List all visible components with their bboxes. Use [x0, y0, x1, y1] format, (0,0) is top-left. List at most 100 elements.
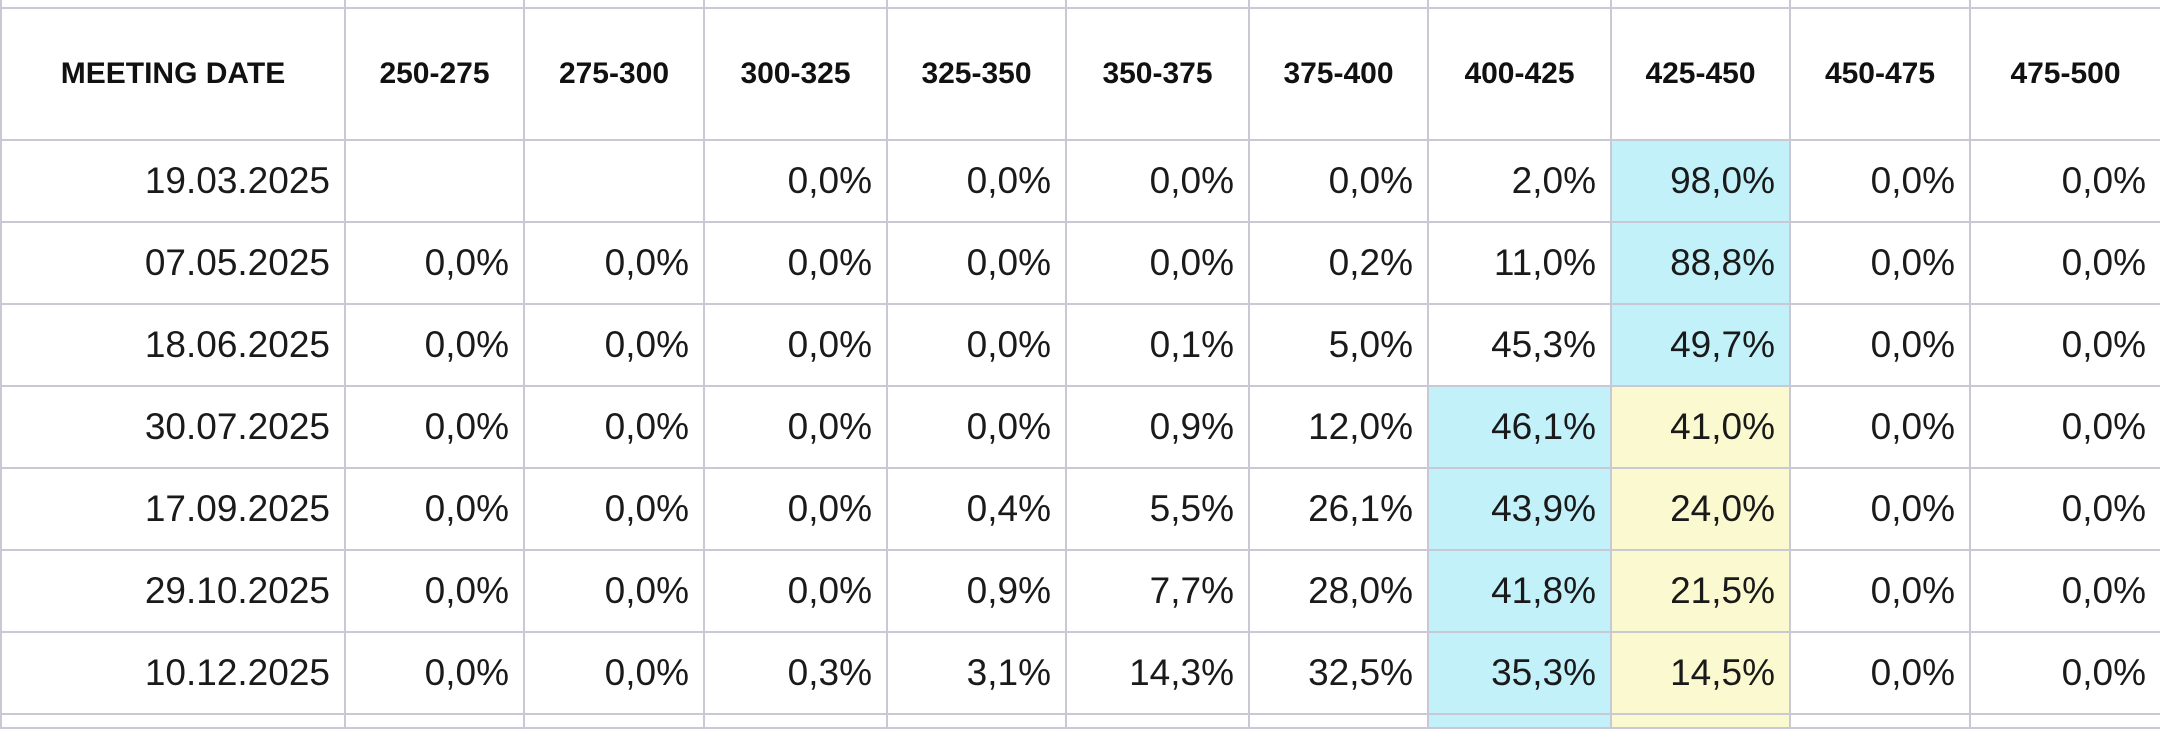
- probability-cell: 0,0%: [1789, 631, 1971, 715]
- probability-cell: 0,0%: [1969, 549, 2160, 633]
- probability-cell: 0,0%: [1969, 221, 2160, 305]
- data-row: 17.09.2025 0,0% 0,0% 0,0% 0,4% 5,5% 26,1% 43,9%…: [0, 467, 2160, 551]
- header-row: MEETING DATE 250-275 275-300 300-325 325-350…: [0, 7, 2160, 141]
- probability-cell: 0,4%: [886, 467, 1067, 551]
- probability-cell: 0,0%: [344, 385, 525, 469]
- probability-cell: 0,0%: [886, 303, 1067, 387]
- probability-cell: 45,3%: [1427, 303, 1612, 387]
- filler-cell: [703, 713, 888, 729]
- filler-cell: [1789, 0, 1971, 9]
- probability-cell: 0,0%: [523, 549, 705, 633]
- meeting-date: 17.09.2025: [0, 467, 346, 551]
- filler-cell: [1065, 0, 1250, 9]
- filler-cell: [1610, 713, 1791, 729]
- probability-cell: 98,0%: [1610, 139, 1791, 223]
- probability-cell: 0,0%: [523, 303, 705, 387]
- probability-cell: 5,5%: [1065, 467, 1250, 551]
- probability-cell: 0,0%: [1248, 139, 1429, 223]
- probability-cell: 21,5%: [1610, 549, 1791, 633]
- probability-cell: 0,0%: [1969, 139, 2160, 223]
- filler-cell: [1610, 0, 1791, 9]
- data-row: 30.07.2025 0,0% 0,0% 0,0% 0,0% 0,9% 12,0% 46,1%…: [0, 385, 2160, 469]
- probability-cell: 0,3%: [703, 631, 888, 715]
- probability-cell: 0,0%: [1789, 139, 1971, 223]
- filler-cell: [1248, 713, 1429, 729]
- probability-cell: 26,1%: [1248, 467, 1429, 551]
- filler-cell: [886, 713, 1067, 729]
- probability-cell: 2,0%: [1427, 139, 1612, 223]
- filler-cell: [1248, 0, 1429, 9]
- column-header: 250-275: [344, 7, 525, 141]
- probability-cell: 28,0%: [1248, 549, 1429, 633]
- probability-cell: 0,0%: [1969, 385, 2160, 469]
- column-header: MEETING DATE: [0, 7, 346, 141]
- probability-cell: 0,0%: [886, 221, 1067, 305]
- probability-cell: 0,0%: [1789, 467, 1971, 551]
- filler-cell: [523, 0, 705, 9]
- column-header: 300-325: [703, 7, 888, 141]
- probability-cell: 0,0%: [523, 221, 705, 305]
- probability-cell: 24,0%: [1610, 467, 1791, 551]
- probability-cell: 5,0%: [1248, 303, 1429, 387]
- column-header: 425-450: [1610, 7, 1791, 141]
- meeting-date: 10.12.2025: [0, 631, 346, 715]
- meeting-date: 30.07.2025: [0, 385, 346, 469]
- filler-cell: [886, 0, 1067, 9]
- probability-cell: 0,0%: [703, 303, 888, 387]
- filler-cell: [1427, 0, 1612, 9]
- probability-cell: 0,0%: [703, 139, 888, 223]
- probability-cell: 11,0%: [1427, 221, 1612, 305]
- probability-cell: 0,0%: [344, 549, 525, 633]
- probability-cell: 0,0%: [344, 221, 525, 305]
- probability-cell: 0,0%: [1789, 385, 1971, 469]
- probability-cell: 0,0%: [523, 467, 705, 551]
- column-header: 375-400: [1248, 7, 1429, 141]
- filler-cell: [1789, 713, 1971, 729]
- probability-cell: 41,8%: [1427, 549, 1612, 633]
- probability-cell: 32,5%: [1248, 631, 1429, 715]
- meeting-date: 29.10.2025: [0, 549, 346, 633]
- probability-cell: 0,9%: [886, 549, 1067, 633]
- filler-cell: [0, 713, 346, 729]
- probability-cell: [344, 139, 525, 223]
- column-header: 475-500: [1969, 7, 2160, 141]
- column-header: 450-475: [1789, 7, 1971, 141]
- probability-cell: 35,3%: [1427, 631, 1612, 715]
- probability-cell: 0,0%: [886, 385, 1067, 469]
- probability-cell: 0,0%: [1789, 221, 1971, 305]
- column-header: 400-425: [1427, 7, 1612, 141]
- filler-cell: [344, 713, 525, 729]
- probability-cell: 41,0%: [1610, 385, 1791, 469]
- probability-cell: 0,0%: [1969, 631, 2160, 715]
- column-header: 325-350: [886, 7, 1067, 141]
- probability-cell: 43,9%: [1427, 467, 1612, 551]
- filler-row: [0, 713, 2160, 729]
- filler-row: [0, 0, 2160, 9]
- meeting-date: 18.06.2025: [0, 303, 346, 387]
- probability-cell: 0,0%: [344, 303, 525, 387]
- probability-cell: 14,3%: [1065, 631, 1250, 715]
- probability-cell: 46,1%: [1427, 385, 1612, 469]
- probability-cell: 14,5%: [1610, 631, 1791, 715]
- probability-cell: 88,8%: [1610, 221, 1791, 305]
- probability-cell: 0,0%: [1065, 139, 1250, 223]
- meeting-date: 07.05.2025: [0, 221, 346, 305]
- probability-cell: 0,2%: [1248, 221, 1429, 305]
- probability-cell: 49,7%: [1610, 303, 1791, 387]
- probability-cell: 0,0%: [344, 631, 525, 715]
- column-header: 275-300: [523, 7, 705, 141]
- probability-cell: 7,7%: [1065, 549, 1250, 633]
- probability-cell: 0,0%: [886, 139, 1067, 223]
- filler-cell: [1065, 713, 1250, 729]
- probability-cell: 0,0%: [703, 549, 888, 633]
- filler-cell: [1427, 713, 1612, 729]
- probability-cell: 0,0%: [523, 385, 705, 469]
- probability-cell: 0,0%: [1969, 467, 2160, 551]
- column-header: 350-375: [1065, 7, 1250, 141]
- probability-cell: 0,0%: [1969, 303, 2160, 387]
- meeting-date: 19.03.2025: [0, 139, 346, 223]
- probability-cell: 0,9%: [1065, 385, 1250, 469]
